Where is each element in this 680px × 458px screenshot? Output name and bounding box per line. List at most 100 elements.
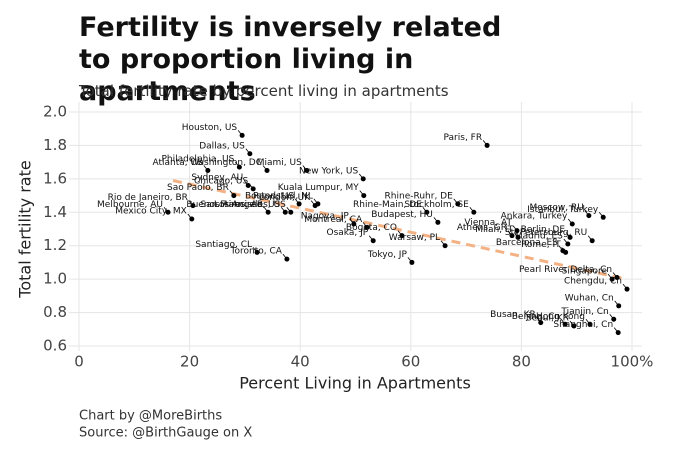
point-label: Washington, DC [190,158,262,168]
x-tick-label: 40 [291,353,310,371]
point-label: London, UK [259,193,311,203]
point [284,256,290,262]
point-label: Warsaw, PL [389,233,440,243]
point [471,209,477,215]
point [231,193,237,199]
y-tick-label: 1.4 [43,203,67,221]
point-label: Pearl River Delta, Cn [519,265,612,275]
point-label: Budapest, HU [371,210,433,220]
y-tick-label: 1.6 [43,169,67,187]
point [254,249,260,255]
point-label: Boston, US [245,191,294,201]
point [264,168,270,173]
point-label: Madrid, ES [515,232,563,242]
point-label: Vienna, AT [464,218,512,228]
point-label: St. Petersburg, RU [505,228,587,238]
point [611,316,617,322]
point [569,221,575,227]
point [567,234,573,240]
point-label: Los Angeles, US [214,200,286,210]
point-label: Santiago, CL [195,240,252,250]
point [304,168,310,173]
x-tick-label: 60 [401,353,420,371]
point [442,243,448,249]
point-label: Montreal, CA [304,215,363,225]
point [484,142,490,148]
point-label: Barcelona, ES [496,238,558,248]
point [514,228,520,234]
caption: Source: @BirthGauge on X [79,426,252,441]
y-tick-label: 0.8 [43,303,67,321]
y-axis-label: Total fertility rate [16,160,35,298]
point-label: Buenos Aires, AR [186,200,263,210]
point-label: Atlanta, US [153,158,204,168]
point [296,201,302,207]
point [455,201,461,207]
point [571,323,577,329]
point [247,151,253,157]
point-label: Kuala Lumpur, MY [278,183,359,193]
point-label: New York, US [299,166,359,176]
point-label: Melbourne, AU [97,200,163,210]
point-label: Mexico City, MX [115,206,187,216]
y-tick-label: 1.0 [43,270,67,288]
point-label: Toronto, CA [230,247,283,257]
point [409,259,415,265]
point [538,320,544,326]
point [190,203,196,209]
point-label: Nagoya, JP [301,211,350,221]
point-label: Philadelphia, US [162,155,235,165]
point-label: Athens, GR [457,223,507,233]
point [586,213,592,219]
point [600,214,606,220]
point-label: Rome, IT [521,240,561,250]
point [360,176,366,182]
y-tick-label: 0.6 [43,337,67,355]
y-tick-label: 1.2 [43,236,67,254]
point-label: Wuhan, Cn [565,293,614,303]
y-tick-label: 2.0 [43,103,67,121]
point-label: Bogota, CO [346,223,397,233]
x-tick-label: 100% [611,353,654,371]
point [205,168,211,173]
point [370,238,376,244]
point-label: Tianjin, Cn [560,307,608,317]
point-label: Houston, US [182,123,238,133]
point [424,209,430,215]
point [351,221,357,227]
point-label: Chengdu, Cn [564,277,622,287]
point-label: Tokyo, JP [367,250,408,260]
point [563,249,569,255]
point [624,286,630,292]
point-label: Rhine-Main, DE [353,200,422,210]
point-label: Chicago, US [194,176,248,186]
point [589,238,595,244]
point-label: Milan, IT [475,225,513,235]
point [165,209,171,215]
point [315,201,321,207]
point-label: Istanbul, Turkey [527,205,599,215]
point-label: Rio de Janeiro, BR [108,193,188,203]
point-label: Beijing, Cn [512,312,560,322]
point [587,321,593,327]
point-label: Dallas, US [199,141,245,151]
point [614,274,620,280]
point [399,233,405,239]
point [288,209,294,215]
point [282,209,288,215]
point [239,132,245,138]
point-label: Berlin, DE [521,225,566,235]
point-label: San Francisco, US [200,200,280,210]
caption: Chart by @MoreBirths [79,409,222,424]
point-label: Miami, US [257,158,302,168]
point-label: Busan, KR [490,310,536,320]
point [250,186,256,192]
point [189,216,195,222]
point-label: Seoul, KR [526,313,569,323]
point-label: Osaka, JP [327,228,369,238]
point-label: Sao Paolo, BR [167,183,229,193]
chart-subtitle: Total fertility rate by percent living i… [79,82,449,100]
point-label: Ankara, Turkey [501,211,568,221]
